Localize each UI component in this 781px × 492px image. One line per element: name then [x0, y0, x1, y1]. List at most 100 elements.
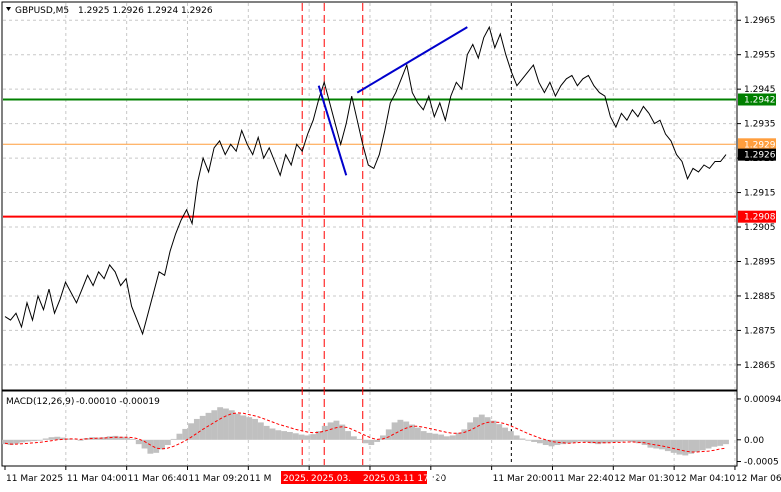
highlighted-time-label: 2025.03. [311, 474, 351, 484]
chart-header: GBPUSD,M5 1.2925 1.2926 1.2924 1.2926 [6, 6, 213, 16]
macd-indicator [2, 407, 729, 455]
macd-histogram-bar [531, 440, 537, 442]
macd-histogram-bar [217, 407, 223, 440]
macd-tick-label: 0.00094 [744, 395, 781, 405]
macd-histogram-bar [200, 416, 206, 440]
price-tick-label: 1.2895 [744, 257, 776, 267]
macd-histogram-bar [700, 440, 706, 450]
macd-histogram-bar [723, 440, 729, 444]
macd-histogram-bar [508, 431, 514, 440]
macd-histogram-bar [351, 436, 357, 439]
macd-histogram-bar [130, 439, 136, 440]
ohlc-values: 1.2925 1.2926 1.2924 1.2926 [78, 6, 213, 16]
macd-histogram-bar [287, 432, 293, 440]
macd-histogram-bar [252, 419, 258, 440]
macd-histogram-bar [264, 426, 270, 440]
macd-histogram-bar [618, 440, 624, 442]
macd-histogram-bar [78, 440, 84, 441]
trend-line [357, 27, 467, 92]
macd-histogram-bar [717, 440, 723, 446]
macd-histogram-bar [578, 440, 584, 442]
macd-histogram-bar [159, 440, 165, 450]
time-tick-label: 11 Mar 2025 [6, 474, 63, 484]
time-tick-label: 11 M [249, 474, 271, 484]
macd-histogram-bar [368, 440, 374, 445]
macd-histogram-bar [293, 433, 299, 440]
macd-histogram-bar [258, 422, 264, 439]
macd-histogram-bar [357, 439, 363, 440]
macd-histogram-bar [677, 440, 683, 455]
time-tick-label: 11 Mar 20:00 [493, 474, 553, 484]
time-tick-label: 12 Mar 01:30 [614, 474, 674, 484]
macd-histogram-bar [514, 435, 520, 439]
macd-histogram-bar [113, 436, 119, 440]
macd-histogram-bar [595, 440, 601, 444]
macd-histogram-bar [392, 422, 398, 439]
macd-histogram-bar [153, 440, 159, 453]
macd-histogram-bar [275, 430, 281, 440]
time-tick-label: 11 Mar 04:00 [67, 474, 127, 484]
macd-histogram-bar [432, 434, 438, 440]
macd-tick-label: -0.0005 [744, 458, 779, 468]
macd-histogram-bar [560, 440, 566, 444]
macd-histogram-bar [165, 440, 171, 445]
macd-histogram-bar [43, 438, 49, 439]
macd-histogram-bar [299, 435, 305, 440]
macd-histogram-bar [310, 434, 316, 440]
macd-histogram-bar [124, 438, 130, 440]
trend-lines[interactable] [319, 27, 468, 175]
macd-histogram-bar [223, 409, 229, 440]
time-tick-label: 11 Mar 06:40 [128, 474, 188, 484]
macd-histogram-bar [665, 440, 671, 451]
macd-histogram-bar [444, 436, 450, 439]
macd-histogram-bar [427, 433, 433, 440]
macd-histogram-bar [438, 435, 444, 440]
price-line [5, 27, 726, 334]
price-level-tag-label: 1.2926 [744, 151, 776, 161]
macd-histogram-bar [543, 440, 549, 445]
macd-histogram-bar [584, 440, 590, 442]
price-tick-label: 1.2915 [744, 189, 776, 199]
time-tick-label: 12 Mar 06:50 [736, 474, 781, 484]
macd-histogram-bar [706, 440, 712, 449]
macd-histogram-bar [246, 417, 252, 440]
macd-histogram-bar [694, 440, 700, 452]
macd-histogram-bar [211, 410, 217, 440]
macd-histogram-bar [421, 431, 427, 440]
macd-histogram-bar [485, 417, 491, 440]
macd-histogram-bar [653, 440, 659, 449]
macd-histogram-bar [711, 440, 717, 447]
macd-histogram-bar [345, 431, 351, 440]
macd-histogram-bar [624, 440, 630, 441]
macd-signal-line [5, 413, 726, 452]
macd-histogram-bar [537, 440, 543, 443]
price-grid [3, 3, 736, 465]
price-level-tag-label: 1.2942 [744, 96, 776, 106]
macd-histogram-bar [31, 440, 37, 441]
macd-histogram-bar [328, 422, 334, 439]
macd-histogram-bar [14, 440, 20, 444]
macd-histogram-bar [566, 440, 572, 443]
macd-histogram-bar [496, 424, 502, 440]
menu-triangle-icon[interactable] [6, 7, 11, 11]
macd-histogram-bar [456, 433, 462, 440]
macd-histogram-bar [490, 421, 496, 440]
macd-histogram-bar [182, 429, 188, 440]
macd-histogram-bar [281, 431, 287, 440]
price-level-tag-label: 1.2908 [744, 213, 776, 223]
macd-histogram-bar [322, 426, 328, 440]
macd-histogram-bar [20, 440, 26, 443]
price-tick-label: 1.2885 [744, 292, 776, 302]
macd-histogram-bar [136, 440, 142, 444]
macd-histogram-bar [461, 429, 467, 439]
macd-histogram-bar [333, 421, 339, 440]
macd-histogram-bar [479, 415, 485, 440]
symbol-label: GBPUSD,M5 [15, 6, 69, 16]
price-tick-label: 1.2865 [744, 361, 776, 371]
price-tick-label: 1.2965 [744, 16, 776, 26]
